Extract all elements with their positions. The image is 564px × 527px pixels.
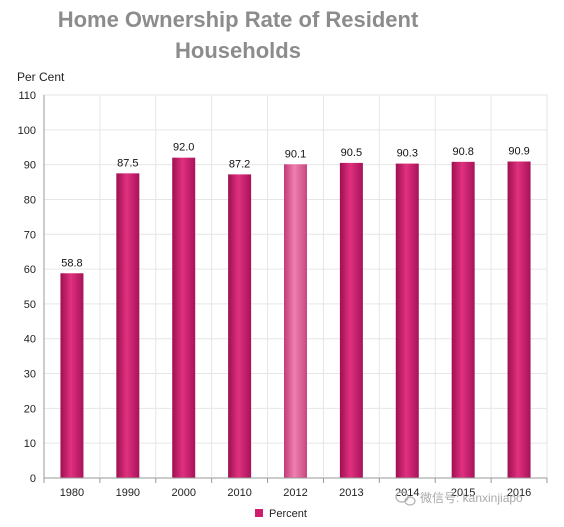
y-tick-label: 70: [24, 229, 36, 241]
chart-title-line-1: Home Ownership Rate of Resident: [57, 7, 419, 32]
x-tick-label: 2016: [507, 487, 531, 499]
y-tick-label: 60: [24, 264, 36, 276]
x-tick-label: 2013: [339, 487, 363, 499]
y-tick-label: 30: [24, 369, 36, 381]
y-tick-label: 20: [24, 403, 36, 415]
bar: [228, 174, 252, 479]
data-label: 90.3: [397, 148, 418, 160]
x-tick-label: 2014: [395, 487, 419, 499]
wechat-icon: [395, 491, 416, 506]
bar: [116, 173, 140, 478]
legend-swatch: [255, 509, 263, 517]
x-tick-label: 2015: [451, 487, 475, 499]
data-label: 90.8: [452, 146, 473, 158]
data-label: 87.2: [229, 158, 250, 170]
bar: [507, 161, 531, 478]
axis-layer: 0 10 20 30 40 50 60 70 80 90 100 110 1980 1990 2000 201…: [18, 90, 548, 499]
data-label: 90.1: [285, 148, 306, 160]
bar: [284, 164, 307, 478]
bar: [60, 273, 84, 478]
data-label: 58.8: [61, 257, 82, 269]
watermark: 微信号: kanxinjiapo: [395, 491, 523, 506]
label-layer: 58.8 87.5 92.0 87.2 90.1 90.5 90.3 90.8 90.9: [61, 142, 530, 270]
x-tick-label: 2010: [227, 487, 251, 499]
bar: [395, 163, 419, 479]
y-axis-label: Per Cent: [17, 70, 65, 84]
y-tick-label: 10: [24, 438, 36, 450]
data-label: 90.9: [508, 146, 529, 158]
y-tick-label: 40: [24, 334, 36, 346]
watermark-text: 微信号: kanxinjiapo: [420, 491, 523, 505]
y-tick-label: 80: [24, 194, 36, 206]
data-label: 87.5: [117, 157, 138, 169]
bar: [451, 161, 475, 479]
y-tick-label: 110: [18, 90, 36, 102]
x-tick-label: 2012: [283, 487, 307, 499]
bar-layer: [60, 157, 531, 479]
x-tick-label: 2000: [171, 487, 195, 499]
y-tick-label: 100: [18, 125, 36, 137]
x-tick-label: 1990: [116, 487, 140, 499]
y-tick-label: 50: [24, 299, 36, 311]
data-label: 90.5: [341, 147, 362, 159]
data-label: 92.0: [173, 142, 194, 154]
x-tick-label: 1980: [60, 487, 84, 499]
legend-label: Percent: [269, 508, 307, 520]
legend: Percent: [255, 508, 307, 520]
y-tick-label: 90: [24, 160, 36, 172]
y-tick-label: 0: [30, 473, 36, 485]
chart-title-line-2: Households: [175, 38, 301, 63]
chart-title: Home Ownership Rate of Resident Househol…: [0, 4, 476, 66]
bar: [172, 157, 196, 478]
bar: [339, 162, 363, 479]
